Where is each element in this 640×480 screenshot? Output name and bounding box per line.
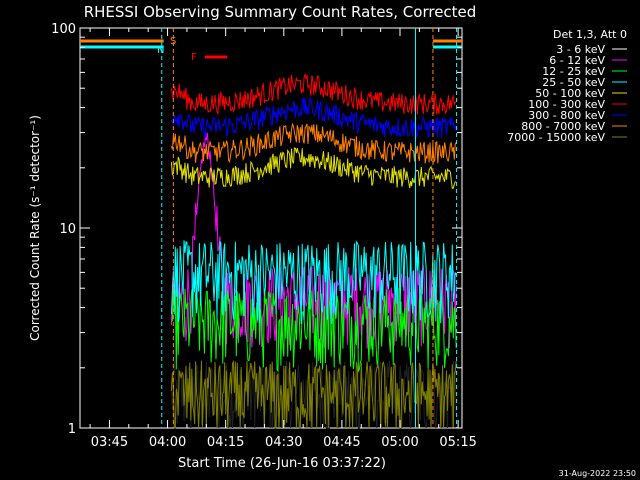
x-tick-label: 04:30 (265, 435, 302, 450)
legend-label: 12 - 25 keV (542, 65, 605, 78)
timestamp: 31-Aug-2022 23:50 (559, 469, 636, 478)
series-line (170, 95, 457, 140)
chart-title: RHESSI Observing Summary Count Rates, Co… (84, 3, 477, 21)
legend-label: 7000 - 15000 keV (507, 131, 605, 144)
series-line (170, 72, 457, 115)
series-line (170, 122, 457, 164)
series-line (171, 285, 457, 373)
x-tick-label: 05:00 (381, 435, 418, 450)
flag-S-label: S (170, 36, 176, 47)
x-tick-label: 04:45 (323, 435, 360, 450)
legend-label: 25 - 50 keV (542, 76, 605, 89)
legend-header: Det 1,3, Att 0 (553, 28, 627, 41)
x-tick-label: 04:15 (207, 435, 244, 450)
legend-label: 300 - 800 keV (528, 109, 605, 122)
y-axis-label: Corrected Count Rate (s⁻¹ detector⁻¹) (28, 115, 42, 341)
x-tick-label: 04:00 (149, 435, 186, 450)
x-axis-label: Start Time (26-Jun-16 03:37:22) (178, 456, 386, 471)
legend-label: 50 - 100 keV (535, 87, 605, 100)
series-line (170, 359, 457, 429)
y-tick-label: 1 (68, 422, 76, 437)
flag-F-label: F (191, 52, 197, 63)
x-tick-label: 03:45 (91, 435, 128, 450)
series-line (170, 132, 457, 349)
y-tick-label: 10 (59, 222, 76, 237)
x-tick-label: 05:15 (439, 435, 476, 450)
data-layer (80, 28, 462, 429)
legend-label: 100 - 300 keV (528, 98, 605, 111)
flag-N-label: N (157, 45, 164, 56)
series-line (170, 147, 457, 190)
legend-label: 800 - 7000 keV (521, 120, 605, 133)
legend-label: 6 - 12 keV (549, 54, 605, 67)
legend-label: 3 - 6 keV (556, 43, 605, 56)
series-line (170, 240, 457, 325)
axis-layer: 03:45 04:00 04:15 04:30 04:45 05:00 05:15 1 10 10… (51, 22, 477, 450)
y-tick-label: 100 (51, 22, 76, 37)
